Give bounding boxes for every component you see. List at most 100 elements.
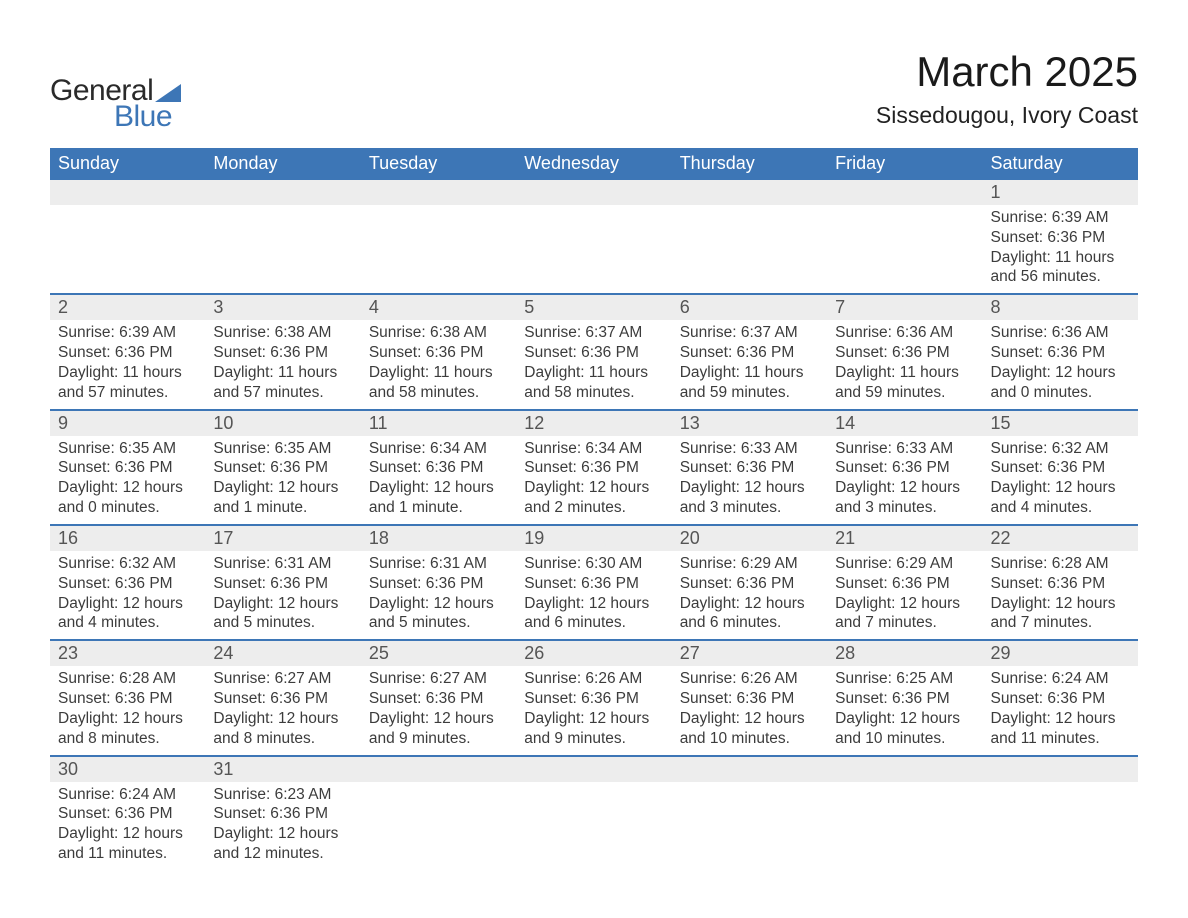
sunrise-line: Sunrise: 6:27 AM: [369, 669, 508, 689]
daylight-line: Daylight: 12 hours and 10 minutes.: [835, 709, 974, 749]
day-number: 18: [361, 526, 516, 551]
day-details: [50, 205, 205, 283]
sunset-line: Sunset: 6:36 PM: [58, 689, 197, 709]
sunset-line: Sunset: 6:36 PM: [835, 343, 974, 363]
daylight-line: Daylight: 12 hours and 5 minutes.: [213, 594, 352, 634]
sunrise-line: Sunrise: 6:33 AM: [680, 439, 819, 459]
daylight-line: Daylight: 12 hours and 1 minute.: [213, 478, 352, 518]
day-details: Sunrise: 6:30 AMSunset: 6:36 PMDaylight:…: [516, 551, 671, 639]
day-details: Sunrise: 6:32 AMSunset: 6:36 PMDaylight:…: [50, 551, 205, 639]
daylight-line: Daylight: 11 hours and 59 minutes.: [835, 363, 974, 403]
sunrise-line: Sunrise: 6:35 AM: [58, 439, 197, 459]
day-details: Sunrise: 6:38 AMSunset: 6:36 PMDaylight:…: [361, 320, 516, 408]
title-block: March 2025 Sissedougou, Ivory Coast: [876, 48, 1138, 129]
day-number: [361, 757, 516, 782]
sunset-line: Sunset: 6:36 PM: [369, 343, 508, 363]
day-number: 6: [672, 295, 827, 320]
daylight-line: Daylight: 12 hours and 8 minutes.: [213, 709, 352, 749]
day-details: Sunrise: 6:36 AMSunset: 6:36 PMDaylight:…: [827, 320, 982, 408]
brand-word-2: Blue: [114, 100, 181, 134]
calendar-cell: 12Sunrise: 6:34 AMSunset: 6:36 PMDayligh…: [516, 410, 671, 525]
daylight-line: Daylight: 11 hours and 59 minutes.: [680, 363, 819, 403]
day-number: 9: [50, 411, 205, 436]
daylight-line: Daylight: 11 hours and 58 minutes.: [524, 363, 663, 403]
calendar-cell-empty: [205, 180, 360, 294]
calendar-cell: 27Sunrise: 6:26 AMSunset: 6:36 PMDayligh…: [672, 640, 827, 755]
day-details: [361, 205, 516, 283]
day-details: Sunrise: 6:24 AMSunset: 6:36 PMDaylight:…: [50, 782, 205, 870]
sunrise-line: Sunrise: 6:24 AM: [991, 669, 1130, 689]
calendar-cell: 5Sunrise: 6:37 AMSunset: 6:36 PMDaylight…: [516, 294, 671, 409]
sunset-line: Sunset: 6:36 PM: [524, 689, 663, 709]
sunset-line: Sunset: 6:36 PM: [680, 343, 819, 363]
calendar-row: 23Sunrise: 6:28 AMSunset: 6:36 PMDayligh…: [50, 640, 1138, 755]
calendar-cell: 22Sunrise: 6:28 AMSunset: 6:36 PMDayligh…: [983, 525, 1138, 640]
calendar-cell: 25Sunrise: 6:27 AMSunset: 6:36 PMDayligh…: [361, 640, 516, 755]
calendar-cell: 17Sunrise: 6:31 AMSunset: 6:36 PMDayligh…: [205, 525, 360, 640]
sunrise-line: Sunrise: 6:32 AM: [991, 439, 1130, 459]
daylight-line: Daylight: 12 hours and 10 minutes.: [680, 709, 819, 749]
day-details: Sunrise: 6:27 AMSunset: 6:36 PMDaylight:…: [361, 666, 516, 754]
day-number: 24: [205, 641, 360, 666]
sunrise-line: Sunrise: 6:39 AM: [58, 323, 197, 343]
day-number: 16: [50, 526, 205, 551]
calendar-cell: 3Sunrise: 6:38 AMSunset: 6:36 PMDaylight…: [205, 294, 360, 409]
calendar-cell-empty: [827, 756, 982, 870]
location-subtitle: Sissedougou, Ivory Coast: [876, 102, 1138, 129]
day-number: 20: [672, 526, 827, 551]
sunrise-line: Sunrise: 6:36 AM: [835, 323, 974, 343]
calendar-cell: 4Sunrise: 6:38 AMSunset: 6:36 PMDaylight…: [361, 294, 516, 409]
day-number: [672, 180, 827, 205]
day-number: 29: [983, 641, 1138, 666]
sunrise-line: Sunrise: 6:35 AM: [213, 439, 352, 459]
sunrise-line: Sunrise: 6:34 AM: [524, 439, 663, 459]
daylight-line: Daylight: 12 hours and 0 minutes.: [991, 363, 1130, 403]
day-details: Sunrise: 6:33 AMSunset: 6:36 PMDaylight:…: [827, 436, 982, 524]
sunrise-line: Sunrise: 6:24 AM: [58, 785, 197, 805]
daylight-line: Daylight: 12 hours and 1 minute.: [369, 478, 508, 518]
sunrise-line: Sunrise: 6:37 AM: [524, 323, 663, 343]
day-details: [516, 782, 671, 860]
sunrise-line: Sunrise: 6:28 AM: [991, 554, 1130, 574]
daylight-line: Daylight: 12 hours and 0 minutes.: [58, 478, 197, 518]
day-details: Sunrise: 6:28 AMSunset: 6:36 PMDaylight:…: [50, 666, 205, 754]
calendar-cell: 26Sunrise: 6:26 AMSunset: 6:36 PMDayligh…: [516, 640, 671, 755]
day-details: Sunrise: 6:25 AMSunset: 6:36 PMDaylight:…: [827, 666, 982, 754]
sunset-line: Sunset: 6:36 PM: [58, 458, 197, 478]
weekday-header: Thursday: [672, 148, 827, 180]
sunrise-line: Sunrise: 6:27 AM: [213, 669, 352, 689]
day-number: [361, 180, 516, 205]
day-details: Sunrise: 6:24 AMSunset: 6:36 PMDaylight:…: [983, 666, 1138, 754]
calendar-row: 1Sunrise: 6:39 AMSunset: 6:36 PMDaylight…: [50, 180, 1138, 294]
daylight-line: Daylight: 11 hours and 57 minutes.: [58, 363, 197, 403]
sunset-line: Sunset: 6:36 PM: [58, 574, 197, 594]
daylight-line: Daylight: 12 hours and 9 minutes.: [369, 709, 508, 749]
day-number: 22: [983, 526, 1138, 551]
calendar-row: 2Sunrise: 6:39 AMSunset: 6:36 PMDaylight…: [50, 294, 1138, 409]
calendar-cell-empty: [516, 756, 671, 870]
day-number: [516, 757, 671, 782]
calendar-cell-empty: [827, 180, 982, 294]
sunset-line: Sunset: 6:36 PM: [835, 574, 974, 594]
calendar-cell: 13Sunrise: 6:33 AMSunset: 6:36 PMDayligh…: [672, 410, 827, 525]
daylight-line: Daylight: 12 hours and 3 minutes.: [680, 478, 819, 518]
daylight-line: Daylight: 12 hours and 7 minutes.: [835, 594, 974, 634]
calendar-cell-empty: [516, 180, 671, 294]
calendar-row: 16Sunrise: 6:32 AMSunset: 6:36 PMDayligh…: [50, 525, 1138, 640]
sunset-line: Sunset: 6:36 PM: [524, 574, 663, 594]
sunset-line: Sunset: 6:36 PM: [369, 689, 508, 709]
daylight-line: Daylight: 12 hours and 12 minutes.: [213, 824, 352, 864]
sunrise-line: Sunrise: 6:26 AM: [524, 669, 663, 689]
weekday-header: Saturday: [983, 148, 1138, 180]
calendar-cell: 9 Sunrise: 6:35 AMSunset: 6:36 PMDaylight…: [50, 410, 205, 525]
sunset-line: Sunset: 6:36 PM: [991, 343, 1130, 363]
day-details: [827, 782, 982, 860]
day-details: [516, 205, 671, 283]
day-number: 8: [983, 295, 1138, 320]
sunset-line: Sunset: 6:36 PM: [369, 458, 508, 478]
day-number: 2: [50, 295, 205, 320]
calendar-cell-empty: [983, 756, 1138, 870]
sunset-line: Sunset: 6:36 PM: [991, 689, 1130, 709]
sunrise-line: Sunrise: 6:28 AM: [58, 669, 197, 689]
weekday-header: Friday: [827, 148, 982, 180]
